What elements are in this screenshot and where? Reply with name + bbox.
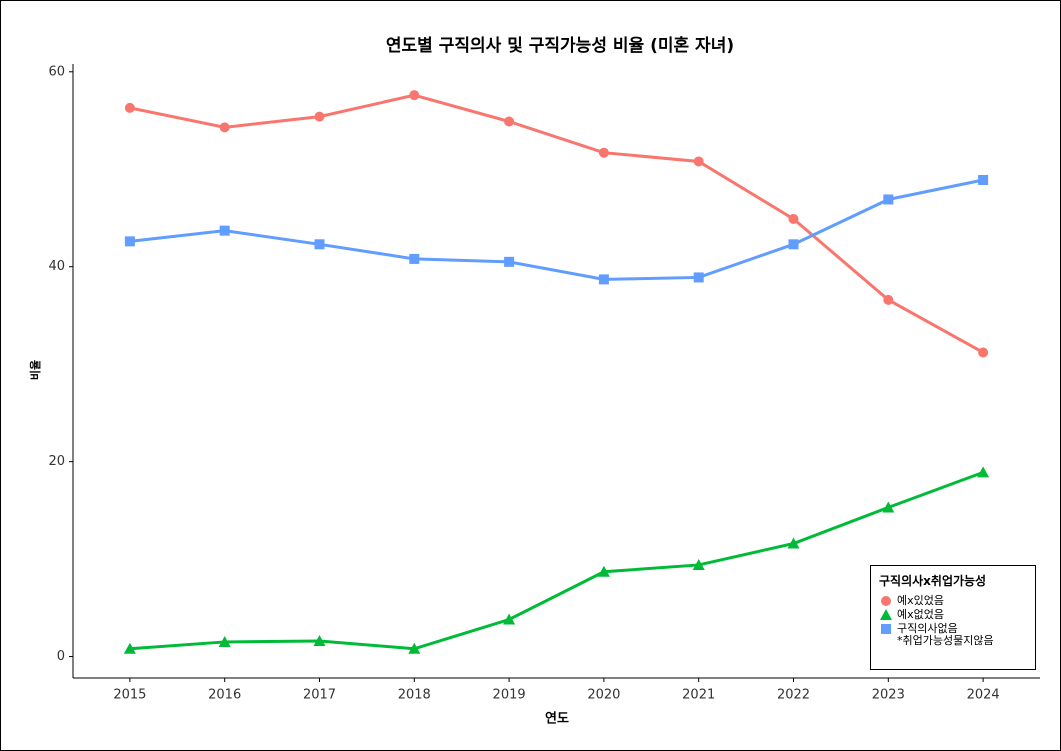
x-axis-label: 연도 — [545, 712, 569, 727]
y-tick-label: 20 — [48, 454, 65, 469]
point — [124, 236, 135, 247]
point — [788, 213, 799, 224]
x-tick-label: 2020 — [587, 688, 620, 703]
point — [123, 642, 136, 654]
legend: 구직의사x취업가능성 예x있었음 예x없었음 구직의사없음 *취업가능성물지않음 — [870, 565, 1036, 670]
point — [881, 596, 891, 606]
x-tick-label: 2024 — [967, 688, 1000, 703]
legend-item: 구직의사없음 *취업가능성물지않음 — [879, 623, 1027, 647]
legend-title: 구직의사x취업가능성 — [879, 574, 987, 588]
chart-title: 연도별 구직의사 및 구직가능성 비율 (미혼 자녀) — [386, 35, 734, 56]
point — [883, 194, 894, 205]
point — [881, 624, 891, 634]
point — [788, 239, 799, 250]
x-tick-label: 2022 — [777, 688, 810, 703]
point — [597, 565, 610, 577]
x-tick-label: 2016 — [208, 688, 241, 703]
point — [787, 537, 800, 549]
legend-label: 예x없었음 — [897, 608, 944, 621]
point — [692, 558, 705, 570]
point — [218, 635, 231, 647]
point — [978, 174, 989, 185]
y-tick-label: 40 — [48, 259, 65, 274]
point — [882, 501, 895, 513]
legend-swatch — [881, 624, 891, 634]
point — [978, 347, 989, 358]
x-tick-label: 2015 — [113, 688, 146, 703]
point — [408, 642, 421, 654]
legend-swatch — [881, 596, 891, 606]
y-tick-label: 0 — [57, 649, 65, 664]
y-axis-label: 비율 — [28, 360, 42, 380]
x-tick-label: 2019 — [493, 688, 526, 703]
point — [219, 225, 230, 236]
point — [314, 239, 325, 250]
legend-item: 예x있었음 — [879, 595, 1027, 607]
point — [883, 294, 894, 305]
point — [504, 256, 515, 267]
series-line — [129, 470, 984, 651]
point — [598, 147, 609, 158]
point — [504, 116, 515, 127]
point — [409, 90, 420, 101]
point — [409, 253, 420, 264]
point — [598, 274, 609, 285]
x-tick-label: 2018 — [398, 688, 431, 703]
point — [124, 102, 135, 113]
legend-item: 예x없었음 — [879, 609, 1027, 621]
x-tick-label: 2021 — [682, 688, 715, 703]
point — [503, 613, 516, 625]
point — [219, 122, 230, 133]
x-tick-label: 2023 — [872, 688, 905, 703]
y-tick-label: 60 — [48, 64, 65, 79]
point — [313, 634, 326, 646]
series-line — [129, 178, 984, 281]
point — [693, 156, 704, 167]
legend-label: 구직의사없음 *취업가능성물지않음 — [897, 622, 994, 647]
point — [880, 609, 892, 620]
legend-swatch — [880, 609, 892, 620]
series-line — [129, 93, 984, 354]
legend-label: 예x있었음 — [897, 594, 944, 607]
x-tick-label: 2017 — [303, 688, 336, 703]
point — [693, 272, 704, 283]
point — [314, 111, 325, 122]
point — [977, 466, 990, 478]
